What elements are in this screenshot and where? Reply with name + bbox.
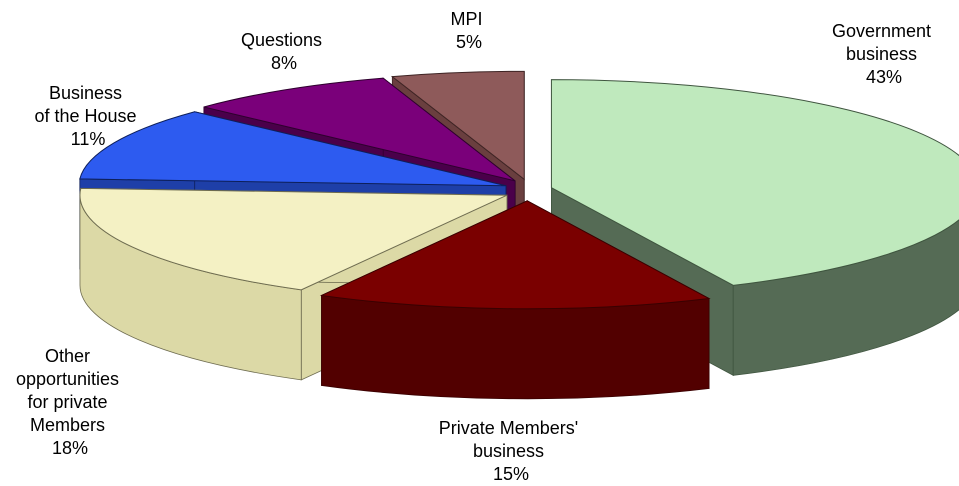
pie-labels: Government business 43% Private Members'… — [16, 9, 936, 484]
slice-business-of-the-house — [79, 111, 507, 187]
label-other-opportunities: Other opportunities for private Members … — [16, 346, 124, 458]
label-private-members-business: Private Members' business 15% — [439, 418, 584, 484]
slice-mpi — [390, 70, 525, 181]
slice-private-members-business — [319, 200, 711, 310]
slice-questions — [203, 77, 516, 182]
label-government-business: Government business 43% — [832, 21, 936, 87]
label-questions: Questions 8% — [241, 30, 327, 73]
label-mpi: MPI 5% — [450, 9, 487, 52]
pie-top-faces — [79, 70, 959, 310]
slice-other-opportunities-for-private-members — [79, 187, 508, 291]
slice-government-business — [550, 79, 959, 286]
label-business-of-the-house: Business of the House 11% — [34, 83, 141, 149]
side-wall-private-members-business — [321, 294, 710, 400]
